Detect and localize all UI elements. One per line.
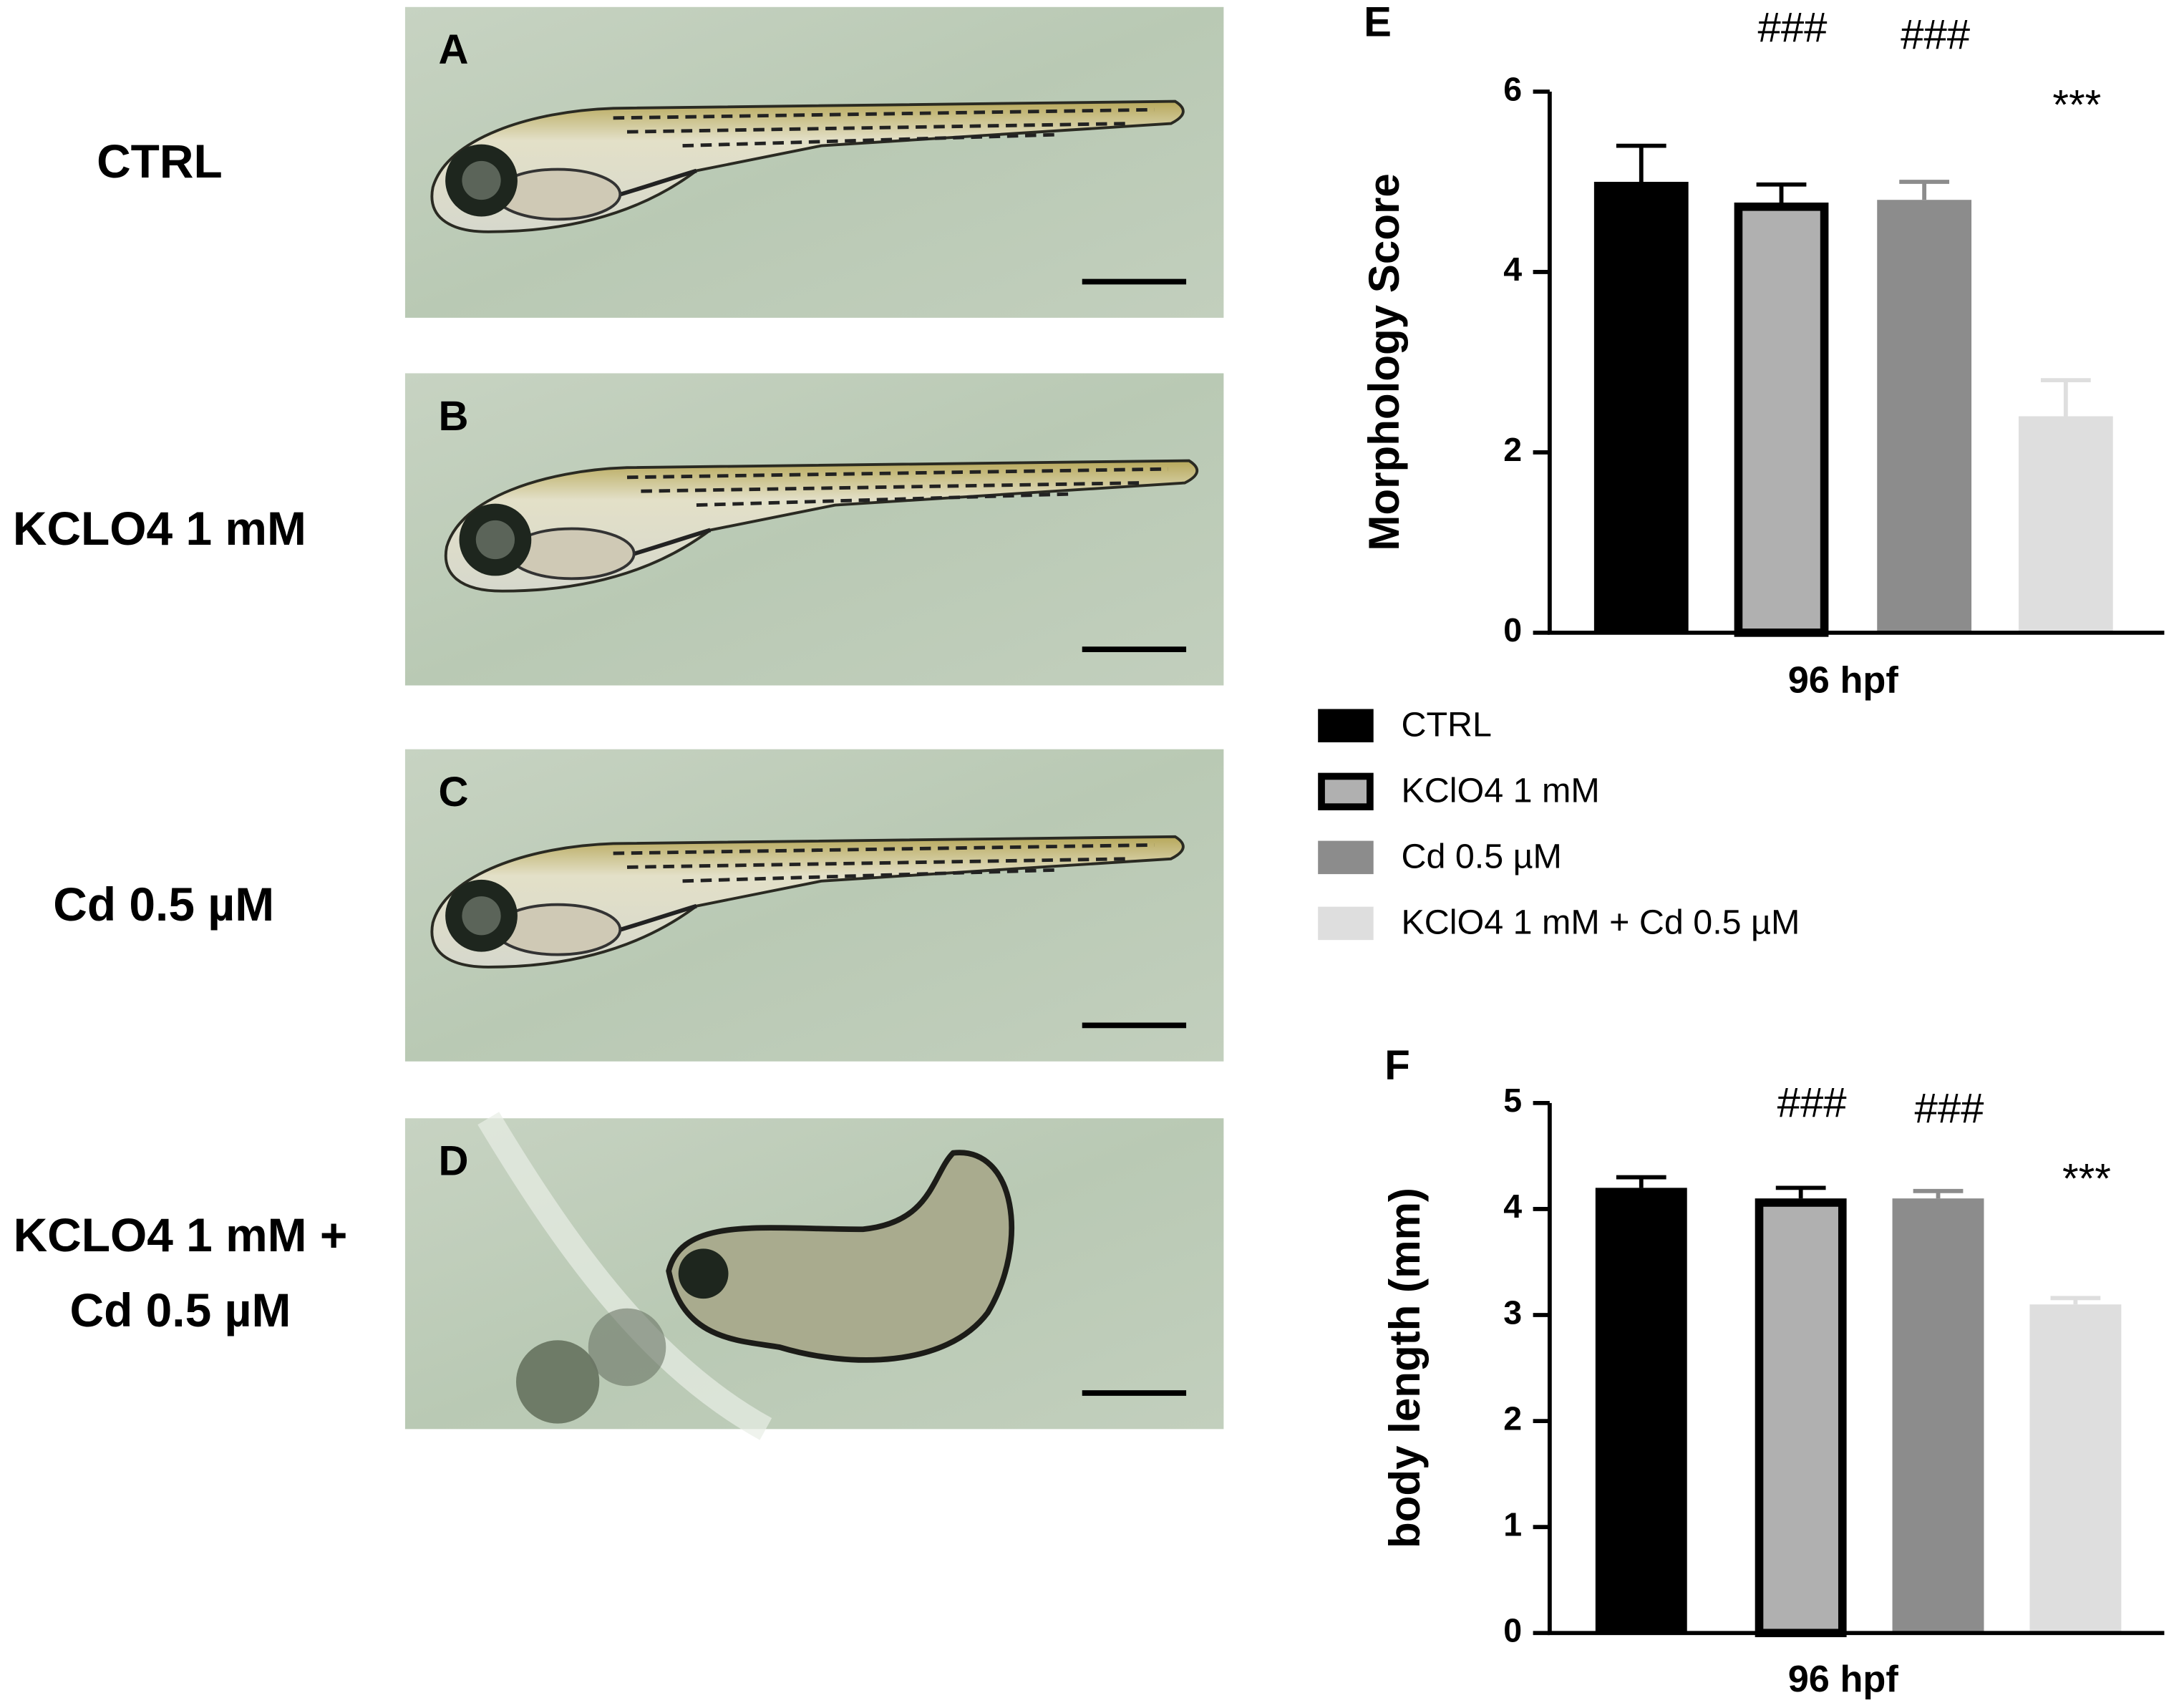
egg	[588, 1308, 666, 1387]
legend: CTRL KClO4 1 mM Cd 0.5 µM KClO4 1 mM + Cd 0…	[1318, 705, 1800, 942]
y-tick-label: 0	[1503, 1612, 1522, 1649]
error-bar	[2050, 1296, 2101, 1305]
error-bar	[1899, 180, 1950, 200]
panel-label: KCLO4 1 mM +	[14, 1208, 348, 1261]
error-bar	[1775, 1185, 1826, 1199]
dish-edge	[477, 1112, 772, 1440]
error-bar	[1913, 1188, 1964, 1199]
axes	[1547, 92, 2165, 635]
y-tick-label: 2	[1503, 431, 1522, 468]
eye	[678, 1248, 729, 1299]
legend-swatch	[1318, 840, 1374, 875]
error-bar	[1756, 182, 1807, 203]
bar	[1734, 202, 1829, 637]
y-axis-label: Morphology Score	[1360, 173, 1408, 550]
annotation: ***	[2052, 82, 2101, 129]
legend-swatch	[1318, 772, 1374, 810]
y-tick-label: 4	[1503, 251, 1522, 288]
x-axis-label: 96 hpf	[1788, 659, 1899, 701]
legend-swatch	[1318, 709, 1374, 742]
y-axis-label: body length (mm)	[1381, 1188, 1429, 1548]
bar	[1595, 1188, 1687, 1634]
panel-label: KCLO4 1 mM	[13, 502, 306, 555]
bar	[2018, 416, 2113, 633]
bar	[1755, 1198, 1847, 1638]
panel-label: CTRL	[97, 135, 223, 188]
legend-swatch	[1318, 906, 1374, 941]
error-bar	[1616, 1175, 1666, 1188]
error-bar	[2040, 378, 2091, 417]
panel-letter: F	[1384, 1042, 1410, 1089]
photo: A	[404, 6, 1224, 318]
legend-label: KClO4 1 mM + Cd 0.5 µM	[1401, 903, 1800, 942]
photo: D	[404, 1112, 1224, 1440]
annotation: ###	[1758, 4, 1828, 51]
bar	[1892, 1198, 1984, 1634]
bar	[1877, 200, 1972, 633]
y-tick-label: 6	[1503, 70, 1522, 107]
photo: C	[404, 749, 1224, 1062]
panel-letter: A	[438, 26, 468, 73]
panel-letter: E	[1364, 0, 1392, 45]
y-tick-label: 4	[1503, 1188, 1522, 1225]
larva	[666, 1150, 1014, 1363]
error-bar	[1616, 143, 1666, 182]
panel-letter: D	[438, 1138, 468, 1185]
panel-letter: B	[438, 393, 468, 440]
annotation: ###	[1777, 1079, 1848, 1126]
axes	[1547, 1102, 2165, 1636]
y-tick-label: 1	[1503, 1505, 1522, 1543]
bar	[1593, 181, 1689, 633]
x-axis-label: 96 hpf	[1788, 1659, 1899, 1700]
annotation: ###	[1915, 1085, 1985, 1132]
legend-label: KClO4 1 mM	[1401, 772, 1599, 810]
y-tick-label: 5	[1503, 1082, 1522, 1119]
y-tick-label: 3	[1503, 1294, 1522, 1331]
legend-label: Cd 0.5 µM	[1401, 838, 1561, 876]
panel-letter: C	[438, 769, 468, 815]
photo: B	[404, 373, 1224, 686]
charts: E Morphology Score 0 2 4 6 ### ### *** 96 hpf Fbod…	[1360, 0, 2165, 1700]
legend-label: CTRL	[1401, 705, 1492, 744]
annotation: ###	[1901, 11, 1971, 58]
panel-label: Cd 0.5 µM	[53, 878, 274, 931]
photo-panels: A CTRL B KCLO4 1 mM C Cd 0.5 µM D KCLO4 1 mM + C…	[13, 6, 1224, 1440]
panel-label: Cd 0.5 µM	[70, 1284, 291, 1336]
y-tick-label: 2	[1503, 1399, 1522, 1437]
egg	[515, 1340, 600, 1424]
bar	[2029, 1304, 2122, 1634]
y-tick-label: 0	[1503, 611, 1522, 649]
annotation: ***	[2062, 1156, 2111, 1203]
